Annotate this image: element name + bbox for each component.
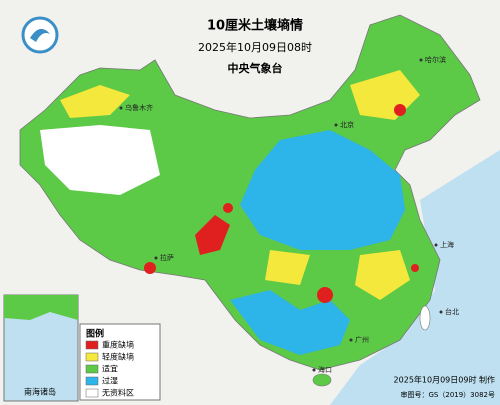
title: 10厘米土壤墒情 <box>207 18 303 34</box>
severe-dry-area <box>195 215 230 255</box>
place-label: 乌鲁木齐 <box>125 103 153 112</box>
severe-dry-area <box>317 287 333 303</box>
taiwan <box>419 305 431 331</box>
sea <box>330 150 500 405</box>
place-label: 拉萨 <box>160 253 174 262</box>
hainan <box>312 373 332 387</box>
inset: 南海诸岛 <box>3 294 79 402</box>
legend-frame <box>79 323 161 401</box>
dry-area <box>355 250 410 300</box>
severe-dry-area <box>394 104 406 116</box>
legend-label: 轻度缺墒 <box>102 352 134 362</box>
place-label: 上海 <box>440 240 454 249</box>
place-label: 海口 <box>318 365 332 374</box>
severe-dry-area <box>144 262 156 274</box>
footer-made: 2025年10月09日09时 制作 <box>394 375 495 385</box>
place-label: 台北 <box>445 307 459 316</box>
wet-area <box>240 130 405 250</box>
place-dot <box>419 58 423 62</box>
no-data-area <box>40 125 160 195</box>
legend-label: 过湿 <box>102 376 118 386</box>
legend-label: 适宜 <box>102 364 118 374</box>
dry-area <box>265 250 310 285</box>
place-label: 北京 <box>340 120 354 129</box>
legend-swatch <box>85 376 99 386</box>
place-dot <box>434 243 438 247</box>
severe-dry-area <box>223 203 233 213</box>
legend-swatch <box>85 340 99 350</box>
inset-land <box>4 295 78 320</box>
logo-mark <box>30 28 50 42</box>
dry-area <box>60 85 130 118</box>
legend-label: 无资料区 <box>102 388 134 398</box>
legend-title: 图例 <box>86 328 104 340</box>
place-dot <box>334 123 338 127</box>
footer-approval: 审图号：GS（2019）3082号 <box>401 390 496 399</box>
severe-dry-area <box>411 264 419 272</box>
legend-label: 重度缺墒 <box>102 340 134 350</box>
legend-swatch <box>85 388 99 398</box>
legend-swatch <box>85 352 99 362</box>
agency: 中央气象台 <box>228 61 283 75</box>
place-dot <box>312 368 316 372</box>
time: 2025年10月09日08时 <box>198 40 312 54</box>
place-dot <box>439 310 443 314</box>
place-label: 哈尔滨 <box>425 55 446 64</box>
china-map <box>19 14 481 387</box>
legend-swatch <box>85 364 99 374</box>
place-dot <box>119 106 123 110</box>
place-dot <box>154 256 158 260</box>
place-dot <box>349 338 353 342</box>
wet-area <box>230 290 350 355</box>
inset-label: 南海诸岛 <box>24 387 56 397</box>
place-label: 广州 <box>355 335 369 344</box>
